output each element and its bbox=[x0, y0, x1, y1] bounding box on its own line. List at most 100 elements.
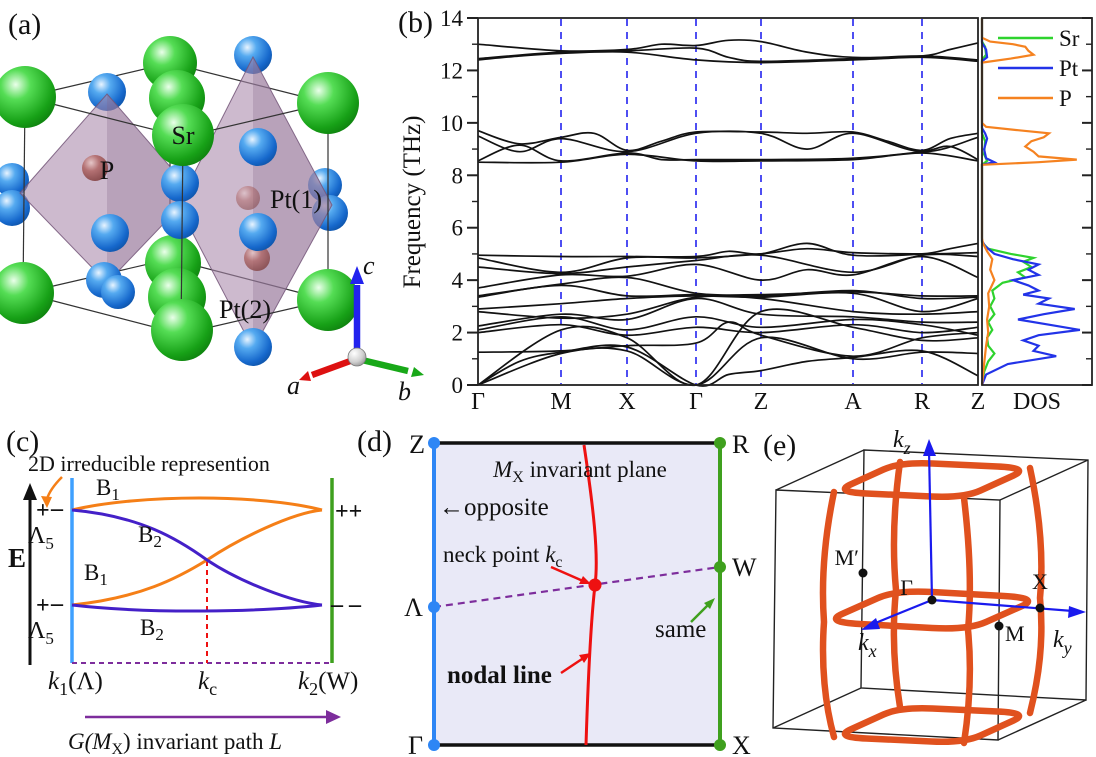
sr-atom-labeled bbox=[152, 104, 214, 166]
cage-top-ring bbox=[841, 460, 1023, 500]
gamma-point-dot bbox=[927, 595, 937, 605]
corner-lambda: Λ bbox=[404, 593, 423, 622]
nodal-line-label: nodal line bbox=[447, 662, 552, 689]
band-b1-lower bbox=[71, 508, 323, 607]
cage-vertical-line bbox=[890, 458, 904, 711]
atom-labels: Sr P Pt(1) Pt(2) bbox=[100, 121, 322, 324]
atom-spheres-front bbox=[0, 66, 359, 366]
dos-plot-frame bbox=[981, 17, 1093, 386]
r-point-dot bbox=[714, 437, 726, 449]
phonon-band bbox=[477, 144, 979, 162]
lambda5-lower: Λ5 bbox=[28, 618, 54, 648]
reciprocal-axes bbox=[861, 439, 1086, 630]
same-label: same bbox=[655, 616, 706, 643]
kpoint-label: Z bbox=[971, 389, 986, 415]
band-b1-upper bbox=[71, 496, 323, 512]
irrep-annotation: 2D irreducible represention bbox=[28, 451, 270, 476]
pt-atom bbox=[239, 128, 277, 166]
m-point-label: M bbox=[1005, 621, 1025, 646]
crystal-axes-gizmo: a b c bbox=[287, 251, 424, 406]
band-b2-upper bbox=[71, 508, 323, 607]
pt-atom bbox=[161, 164, 199, 202]
b1-label-lower: B1 bbox=[84, 560, 108, 589]
phonon-band bbox=[477, 39, 979, 59]
phonon-band bbox=[477, 50, 979, 64]
b1-label-upper: B1 bbox=[96, 475, 120, 504]
pt-atom bbox=[0, 163, 29, 197]
irrep-arrowhead-icon bbox=[41, 496, 52, 508]
sr-atom bbox=[0, 66, 56, 128]
ky-arrowhead-icon bbox=[1068, 606, 1086, 618]
sr-atom bbox=[297, 269, 359, 331]
panel-e-brillouin-zone: (e) bbox=[763, 427, 1089, 747]
freq-tick-label: 6 bbox=[452, 216, 464, 241]
c-axis-arrowhead-icon bbox=[350, 266, 364, 284]
invariant-plane-fill bbox=[434, 443, 720, 745]
neck-point-arrow bbox=[550, 565, 584, 583]
opposite-label: ←opposite bbox=[439, 494, 549, 521]
dos-axis-label: DOS bbox=[1013, 389, 1061, 415]
a-axis-arrowhead-icon bbox=[299, 371, 311, 381]
a-axis-arrow bbox=[310, 356, 355, 379]
lambda5-upper: Λ5 bbox=[28, 523, 54, 553]
kpoint-label: Γ bbox=[471, 389, 485, 415]
corner-gamma: Γ bbox=[408, 731, 423, 757]
phonon-band bbox=[477, 315, 979, 337]
nodal-line-arrow bbox=[560, 655, 586, 675]
dos-curve-sr bbox=[980, 18, 1038, 386]
gizmo-origin-sphere bbox=[347, 347, 367, 367]
phonon-band bbox=[477, 336, 979, 386]
pt1-label: Pt(1) bbox=[270, 185, 322, 214]
frequency-axis-ticks: 0 2 4 6 8 10 12 14 bbox=[440, 6, 1092, 398]
kpoint-label: Γ bbox=[689, 389, 703, 415]
p-atom bbox=[82, 155, 108, 181]
z-point-dot bbox=[428, 437, 440, 449]
pt-atom bbox=[239, 213, 277, 251]
kpoint-label: R bbox=[914, 389, 930, 415]
k2-label: k2(W) bbox=[298, 668, 358, 699]
band-plot-frame bbox=[477, 17, 979, 386]
bz-boundary-gridlines bbox=[560, 19, 923, 384]
kz-axis-label: kz bbox=[893, 427, 911, 458]
panel-a-label: (a) bbox=[8, 8, 41, 41]
lambda-w-path-dashed bbox=[433, 565, 721, 609]
freq-tick-label: 12 bbox=[440, 58, 463, 83]
kx-arrowhead-icon bbox=[861, 618, 880, 630]
ky-axis bbox=[931, 598, 1074, 613]
sr-label: Sr bbox=[171, 121, 194, 150]
pt-atom bbox=[234, 328, 272, 366]
plane-title: MX invariant plane bbox=[492, 457, 667, 486]
m-point-dot bbox=[994, 621, 1004, 631]
y-axis-title: Frequency (THz) bbox=[399, 116, 426, 289]
x-point-dot bbox=[1035, 603, 1045, 613]
ky-axis-label: ky bbox=[1053, 627, 1072, 658]
phonon-band bbox=[477, 130, 979, 153]
legend-label-p: P bbox=[1059, 86, 1072, 111]
phonon-band bbox=[477, 276, 979, 298]
kx-axis-label: kx bbox=[858, 630, 877, 661]
kpoint-label: Z bbox=[754, 389, 769, 415]
atom-spheres-mid bbox=[86, 128, 277, 309]
phonon-band bbox=[477, 242, 979, 258]
phonon-band bbox=[477, 291, 979, 313]
b-axis-arrow bbox=[361, 356, 409, 375]
parity-minusminus: – – bbox=[330, 592, 362, 618]
p-label: P bbox=[100, 156, 114, 185]
pt-atom bbox=[88, 73, 126, 111]
panel-b-phonon-bands: (b) Frequency (THz) 0 2 4 6 8 10 12 14 Γ M X Γ Z A R Z… bbox=[398, 6, 1093, 415]
kpoint-label: X bbox=[618, 389, 635, 415]
freq-tick-label: 2 bbox=[452, 321, 464, 346]
corner-z: Z bbox=[409, 430, 425, 459]
neck-arrowhead-icon bbox=[579, 576, 591, 584]
corner-w: W bbox=[732, 553, 757, 582]
a-axis-label: a bbox=[287, 371, 300, 400]
nodal-arrowhead-icon bbox=[579, 653, 591, 663]
parity-plus-upper: + bbox=[36, 498, 50, 524]
freq-tick-label: 10 bbox=[440, 111, 463, 136]
corner-r: R bbox=[732, 430, 750, 459]
energy-axis-arrowhead-icon bbox=[23, 483, 37, 500]
parity-minus-upper: – bbox=[50, 496, 64, 522]
parity-plusplus: ++ bbox=[335, 499, 362, 525]
dos-curve-p bbox=[980, 18, 1077, 386]
b-axis-arrowhead-icon bbox=[411, 367, 424, 377]
